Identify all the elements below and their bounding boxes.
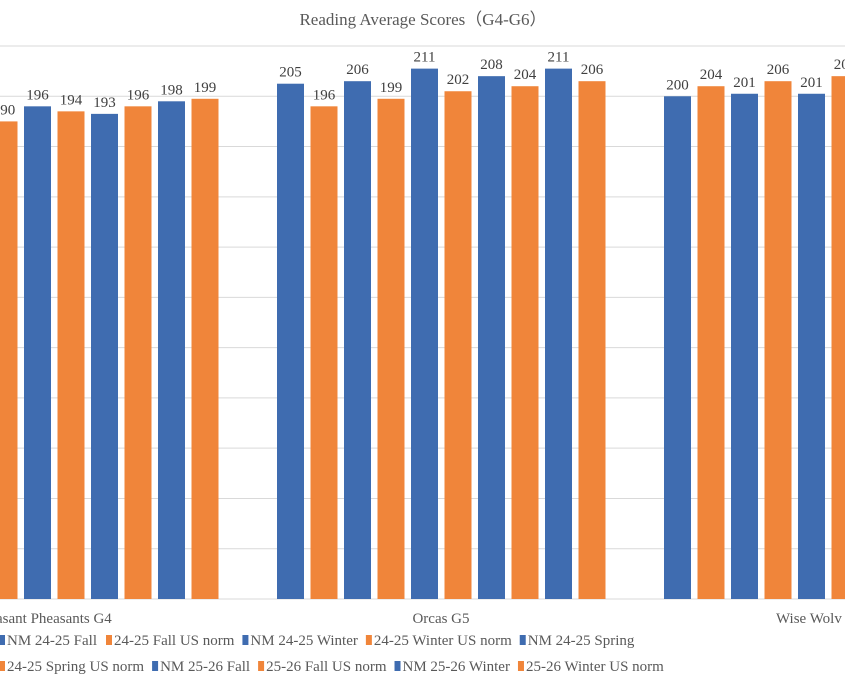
data-label: 211	[548, 50, 570, 66]
data-label: 206	[346, 62, 369, 78]
bar	[344, 81, 371, 599]
category-label: asant Pheasants G4	[0, 611, 112, 627]
bar	[831, 76, 845, 599]
bar	[57, 111, 85, 599]
bar	[0, 121, 18, 599]
legend-item: NM 25-26 Winter	[394, 659, 510, 675]
data-label: 190	[0, 102, 15, 118]
bar	[158, 101, 185, 600]
legend-label: 24-25 Fall US norm	[114, 633, 235, 649]
data-label: 199	[380, 80, 403, 96]
bar	[578, 81, 606, 599]
legend-label: NM 24-25 Spring	[528, 633, 635, 649]
bar	[798, 93, 825, 599]
bar	[310, 106, 338, 599]
legend-swatch	[517, 661, 524, 671]
legend-swatch	[152, 661, 159, 671]
legend-item: NM 24-25 Spring	[519, 633, 635, 649]
legend-label: NM 24-25 Fall	[7, 633, 97, 649]
data-label: 208	[834, 57, 845, 73]
legend-swatch	[394, 661, 401, 671]
data-label: 206	[767, 62, 790, 78]
data-label: 198	[160, 82, 183, 98]
data-label: 211	[414, 50, 436, 66]
legend-item: 24-25 Winter US norm	[365, 633, 512, 649]
legend-swatch	[365, 635, 372, 645]
legend-swatch	[106, 635, 112, 645]
legend-swatch	[0, 661, 5, 671]
bar	[697, 86, 725, 599]
bar	[545, 68, 572, 599]
legend-label: NM 25-26 Fall	[160, 659, 250, 675]
bar	[24, 106, 51, 599]
legend-swatch	[0, 635, 5, 645]
data-label: 200	[666, 77, 689, 93]
data-label: 202	[447, 72, 470, 88]
data-label: 204	[700, 67, 723, 83]
data-label: 206	[581, 62, 604, 78]
legend-item: NM 24-25 Winter	[242, 633, 358, 649]
bar	[664, 96, 691, 599]
legend-label: NM 24-25 Winter	[250, 633, 357, 649]
data-label: 194	[60, 92, 83, 108]
data-label: 205	[279, 65, 302, 81]
data-label: 199	[194, 80, 217, 96]
data-label: 204	[514, 67, 537, 83]
data-label: 208	[480, 57, 503, 73]
legend-label: 24-25 Winter US norm	[374, 633, 512, 649]
bar	[478, 76, 505, 599]
legend-item: NM 25-26 Fall	[152, 659, 250, 675]
bar	[511, 86, 539, 599]
legend-label: NM 25-26 Winter	[403, 659, 510, 675]
legend-swatch	[519, 635, 526, 645]
bar	[277, 83, 304, 600]
category-label: Wise Wolv	[776, 611, 842, 627]
data-label: 196	[313, 87, 336, 103]
data-label: 201	[800, 75, 823, 91]
data-label: 193	[93, 95, 116, 111]
legend-label: 24-25 Spring US norm	[7, 659, 144, 675]
bar	[377, 98, 405, 599]
legend-item: NM 24-25 Fall	[0, 633, 97, 649]
bar	[91, 113, 118, 600]
legend-label: 25-26 Winter US norm	[526, 659, 664, 675]
category-label: Orcas G5	[412, 611, 469, 627]
bar	[731, 93, 758, 599]
bar	[764, 81, 792, 599]
bar	[444, 91, 472, 599]
legend-swatch	[258, 661, 265, 671]
legend-item: 25-26 Fall US norm	[258, 659, 387, 675]
bar	[411, 68, 438, 599]
legend-label: 25-26 Fall US norm	[266, 659, 387, 675]
data-label: 201	[733, 75, 756, 91]
data-label: 196	[26, 87, 49, 103]
legend-swatch	[242, 635, 249, 645]
bar	[191, 98, 219, 599]
legend-item: 24-25 Fall US norm	[106, 633, 235, 649]
legend-item: 25-26 Winter US norm	[517, 659, 664, 675]
chart-title: Reading Average Scores（G4-G6）	[299, 10, 546, 29]
bar	[124, 106, 152, 599]
data-label: 196	[127, 87, 150, 103]
legend-item: 24-25 Spring US norm	[0, 659, 144, 675]
